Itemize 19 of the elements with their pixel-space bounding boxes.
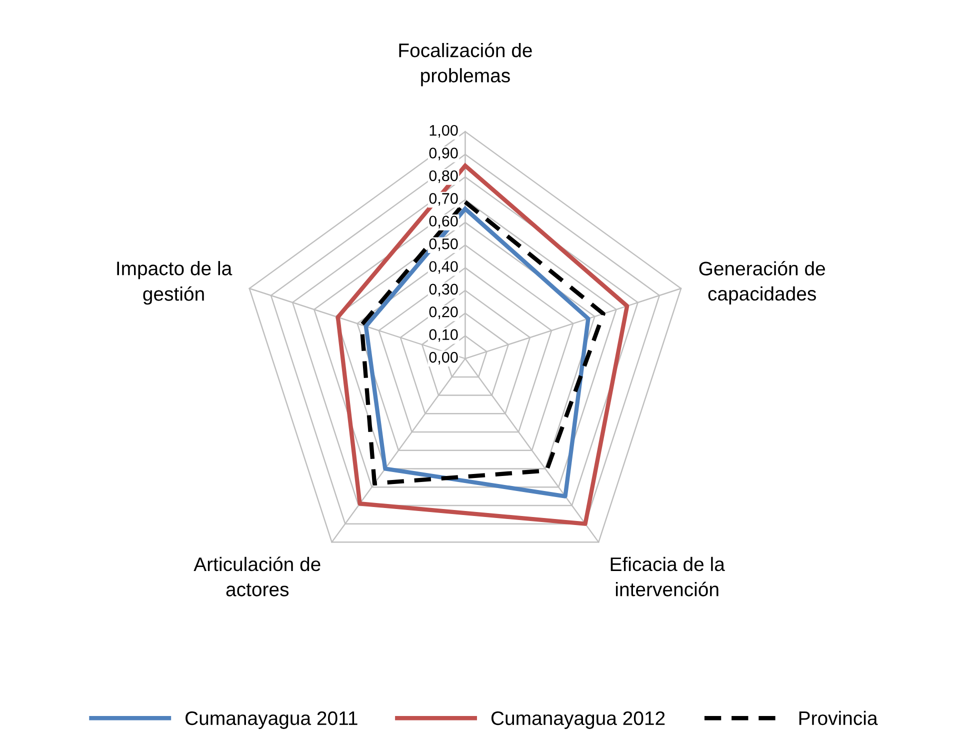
y-tick-label: 1,00 — [430, 124, 458, 138]
y-tick-label: 0,80 — [429, 170, 458, 183]
y-tick-label: 0,10 — [429, 329, 458, 342]
legend-label: Provincia — [799, 710, 878, 726]
y-tick-label: 0,50 — [429, 238, 458, 252]
y-tick-label: 0,70 — [429, 193, 458, 206]
legend-label: Cumanayagua 2012 — [491, 711, 665, 729]
y-tick-label: 0,00 — [429, 352, 458, 364]
y-tick-label: 0,90 — [429, 148, 458, 160]
y-tick-label: 0,20 — [429, 306, 458, 320]
y-tick-label: 0,30 — [429, 284, 458, 296]
spoke-label: Generación de capacidades — [699, 260, 825, 304]
spoke-label: Focalización de problemas — [399, 42, 532, 86]
spoke-label: Articulación de actores — [194, 556, 320, 596]
spoke-label: Eficacia de la intervención — [610, 556, 725, 596]
y-tick-label: 0,60 — [429, 216, 458, 228]
y-tick-label: 0,40 — [429, 261, 458, 274]
spoke-label: Impacto de la gestión — [117, 261, 232, 305]
legend-label: Cumanayagua 2011 — [186, 711, 358, 729]
